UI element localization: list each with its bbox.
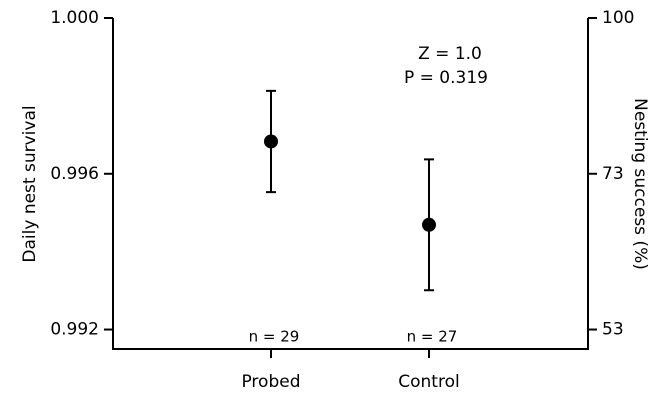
x-tick-label: Probed xyxy=(241,372,300,392)
y-tick-label: 1.000 xyxy=(50,8,99,28)
axes xyxy=(112,18,589,350)
annotation: Z = 1.0 xyxy=(418,44,482,64)
y-axis-label: Daily nest survival xyxy=(20,105,40,262)
y2-tick-label: 100 xyxy=(602,8,634,28)
y-tick-label: 0.996 xyxy=(50,164,99,184)
y2-axis-label: Nesting success (%) xyxy=(630,98,650,270)
annotation: P = 0.319 xyxy=(404,68,488,88)
y2-tick-label: 73 xyxy=(602,164,624,184)
y-tick-label: 0.992 xyxy=(50,320,99,340)
x-tick-label: Control xyxy=(398,372,459,392)
y2-tick-label: 53 xyxy=(602,320,624,340)
point xyxy=(264,134,278,149)
sample-size: n = 29 xyxy=(249,328,300,346)
sample-size: n = 27 xyxy=(407,328,458,346)
point xyxy=(422,217,436,232)
